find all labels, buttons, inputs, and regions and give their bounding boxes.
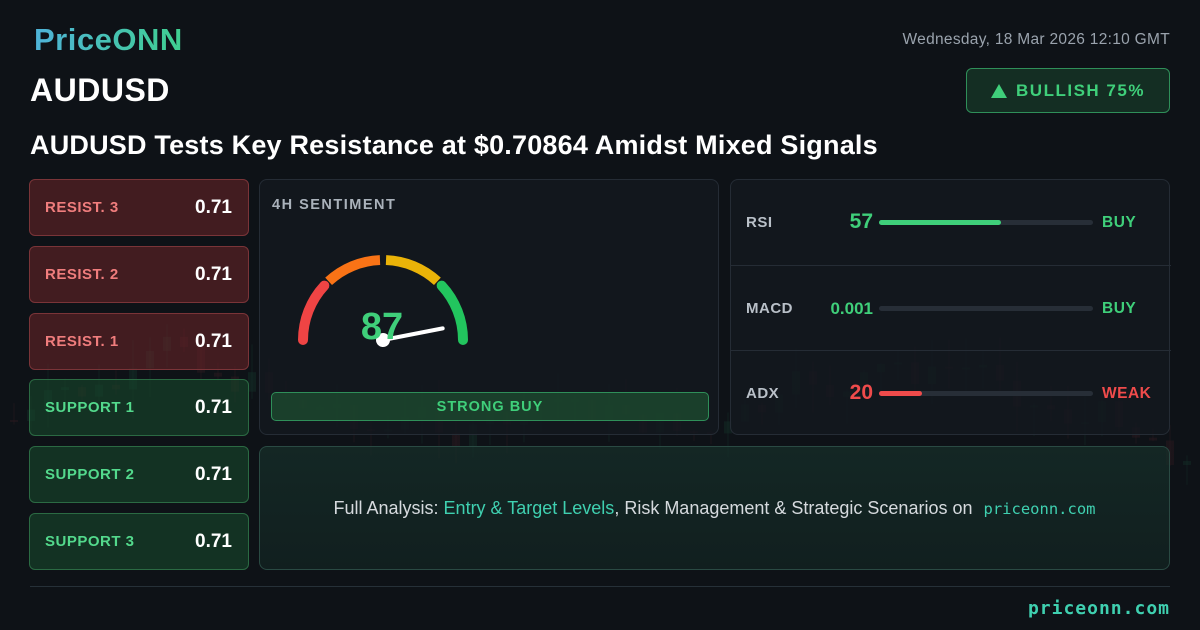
level-value: 0.71 — [195, 196, 232, 218]
indicator-signal: BUY — [1102, 300, 1137, 317]
level-label: SUPPORT 2 — [45, 466, 135, 483]
sentiment-verdict-badge: STRONG BUY — [271, 392, 709, 421]
sentiment-gauge — [298, 255, 468, 347]
indicator-bar-track — [879, 220, 1093, 225]
gauge-needle — [381, 326, 445, 342]
symbol-title: AUDUSD — [30, 72, 170, 108]
indicator-row-adx: ADX 20 WEAK — [731, 350, 1171, 435]
sentiment-panel: 4H SENTIMENT 87 STRONG BUY — [259, 179, 719, 435]
indicator-bar-fill — [879, 220, 1001, 225]
level-resist-3: RESIST. 3 0.71 — [29, 179, 249, 236]
cta-banner[interactable]: Full Analysis: Entry & Target Levels, Ri… — [259, 446, 1170, 570]
indicator-value: 0.001 — [830, 299, 873, 318]
level-label: RESIST. 1 — [45, 333, 119, 350]
level-value: 0.71 — [195, 463, 232, 485]
gauge-hub — [376, 333, 390, 347]
indicator-name: MACD — [746, 300, 793, 317]
level-support-2: SUPPORT 2 0.71 — [29, 446, 249, 503]
triangle-up-icon — [991, 83, 1008, 98]
gauge-segment-orange — [325, 255, 381, 286]
bias-label: BULLISH 75% — [1016, 80, 1145, 100]
indicator-value: 20 — [849, 381, 873, 404]
level-label: SUPPORT 1 — [45, 399, 135, 416]
level-support-1: SUPPORT 1 0.71 — [29, 379, 249, 436]
cta-prefix: Full Analysis: — [333, 497, 444, 518]
indicator-name: ADX — [746, 385, 780, 402]
level-value: 0.71 — [195, 396, 232, 418]
level-resist-1: RESIST. 1 0.71 — [29, 313, 249, 370]
indicator-row-rsi: RSI 57 BUY — [731, 180, 1171, 265]
level-label: RESIST. 2 — [45, 266, 119, 283]
cta-highlight: Entry & Target Levels — [443, 497, 615, 518]
footer-divider — [30, 586, 1170, 587]
gauge-segment-yellow — [385, 255, 441, 286]
indicator-row-macd: MACD 0.001 BUY — [731, 265, 1171, 350]
cta-site-link[interactable]: priceonn.com — [983, 499, 1096, 518]
indicators-panel: RSI 57 BUY MACD 0.001 BUY ADX 20 WEAK — [730, 179, 1171, 435]
level-support-3: SUPPORT 3 0.71 — [29, 513, 249, 570]
indicator-signal: WEAK — [1102, 385, 1152, 402]
gauge-segment-green — [436, 280, 468, 345]
timestamp: Wednesday, 18 Mar 2026 12:10 GMT — [902, 31, 1170, 48]
level-label: RESIST. 3 — [45, 199, 119, 216]
sentiment-verdict: STRONG BUY — [436, 398, 544, 415]
cta-text: Full Analysis: Entry & Target Levels, Ri… — [334, 498, 1096, 519]
indicator-name: RSI — [746, 214, 773, 231]
bias-badge: BULLISH 75% — [966, 68, 1170, 113]
level-resist-2: RESIST. 2 0.71 — [29, 246, 249, 303]
indicator-bar-track — [879, 391, 1093, 396]
level-label: SUPPORT 3 — [45, 533, 135, 550]
level-value: 0.71 — [195, 530, 232, 552]
indicator-bar-track — [879, 306, 1093, 311]
gauge-segment-red — [298, 280, 330, 345]
indicator-bar-fill — [879, 391, 922, 396]
sentiment-title: 4H SENTIMENT — [272, 197, 397, 213]
sentiment-score: 87 — [360, 306, 404, 348]
level-value: 0.71 — [195, 263, 232, 285]
headline: AUDUSD Tests Key Resistance at $0.70864 … — [30, 130, 878, 160]
footer-site-link[interactable]: priceonn.com — [1027, 598, 1170, 619]
indicator-signal: BUY — [1102, 214, 1137, 231]
brand-logo: PriceONN — [34, 22, 183, 57]
cta-middle: , Risk Management & Strategic Scenarios … — [614, 497, 978, 518]
indicator-value: 57 — [849, 210, 873, 233]
level-value: 0.71 — [195, 330, 232, 352]
